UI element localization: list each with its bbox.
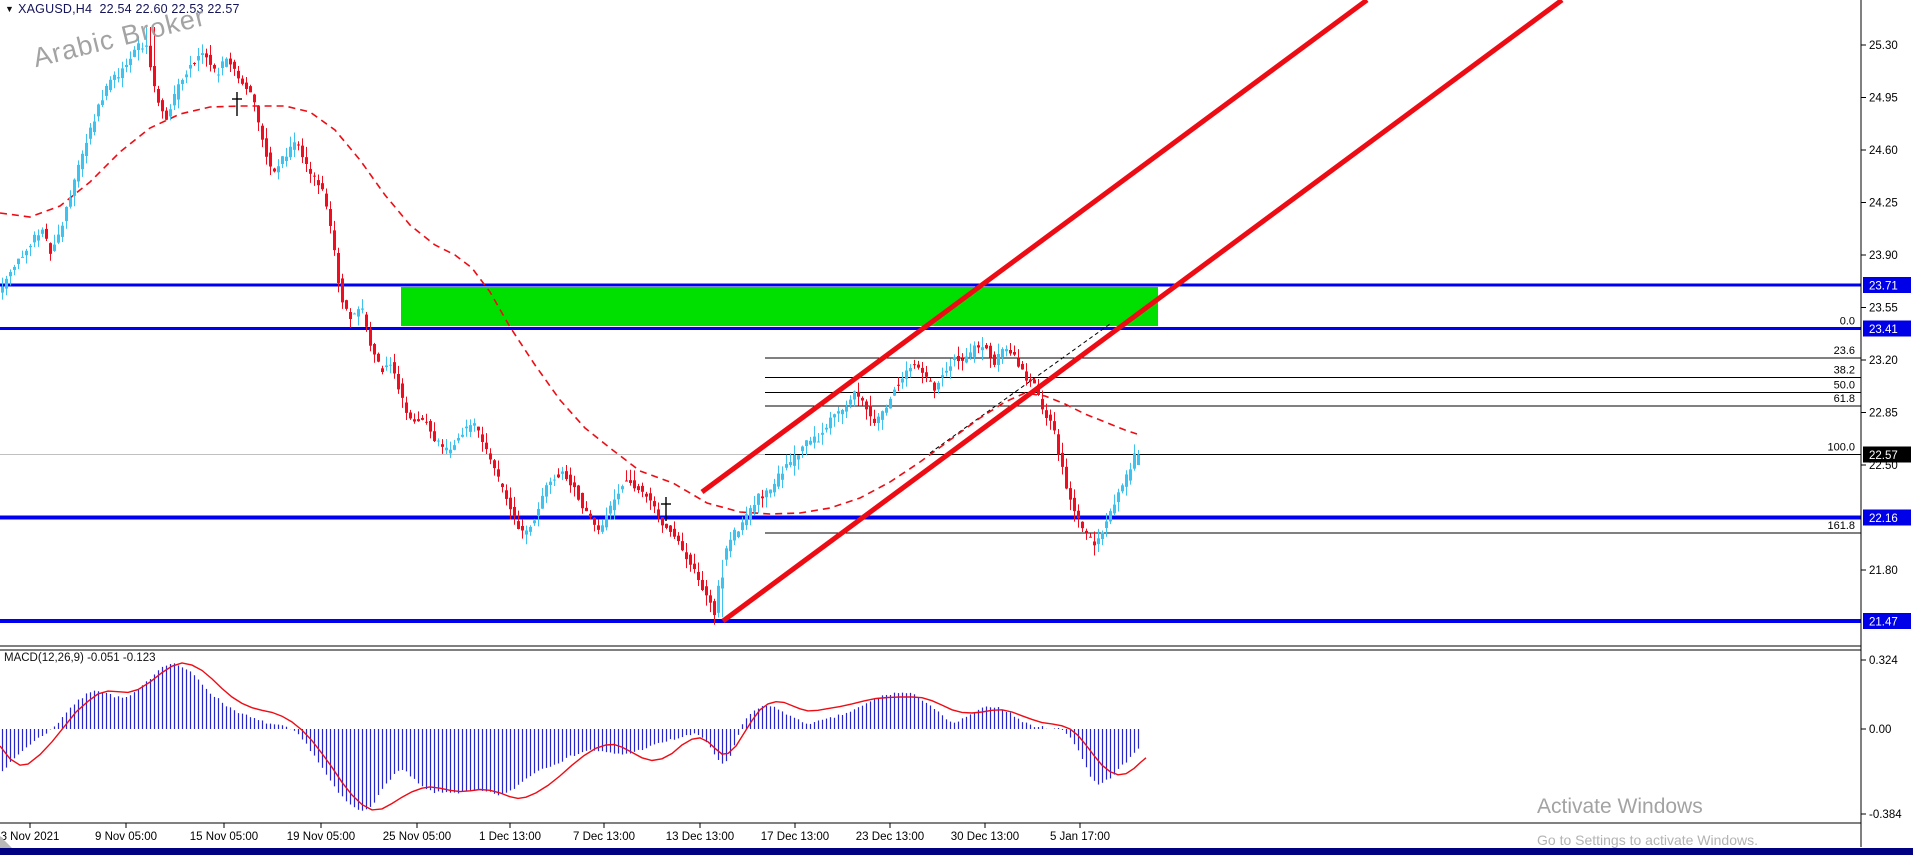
chevron-down-icon[interactable]: ▼	[5, 4, 15, 14]
bottom-bar	[0, 836, 1913, 855]
price-level-label-text: 23.71	[1869, 281, 1898, 293]
price-level-label-text: 22.57	[1869, 450, 1898, 462]
time-axis-label: 17 Dec 13:00	[761, 831, 829, 843]
activate-windows-watermark: Activate Windows	[1537, 795, 1703, 818]
fib-level-label: 23.6	[1834, 345, 1855, 357]
symbol-name: XAGUSD,H4	[18, 2, 93, 16]
cross-markers[interactable]	[232, 92, 671, 521]
panel-borders	[0, 0, 1862, 847]
price-axis-tick-label: 22.85	[1869, 408, 1898, 420]
fib-level-label: 161.8	[1827, 520, 1855, 532]
fib-level-label: 61.8	[1834, 393, 1855, 405]
price-axis-tick-label: 23.55	[1869, 303, 1898, 315]
macd-panel	[0, 662, 1147, 811]
fib-level-label: 0.0	[1840, 316, 1855, 328]
time-axis-label: 3 Nov 2021	[1, 831, 60, 843]
time-axis-label: 23 Dec 13:00	[856, 831, 924, 843]
time-axis-label: 13 Dec 13:00	[666, 831, 734, 843]
ascending-channel-lines[interactable]	[700, 0, 1564, 624]
price-axis[interactable]: 25.30 24.95 24.60 24.25 23.90 23.55 23.20 22.85…	[1861, 40, 1911, 629]
price-axis-tick-label: 24.95	[1869, 93, 1898, 105]
symbol-info-line[interactable]: ▼ XAGUSD,H4 22.54 22.60 22.53 22.57	[5, 2, 240, 16]
price-level-label-text: 22.16	[1869, 513, 1898, 525]
price-axis-tick-label: 23.90	[1869, 250, 1898, 262]
time-axis-label: 30 Dec 13:00	[951, 831, 1019, 843]
time-axis-label: 5 Jan 17:00	[1050, 831, 1110, 843]
price-axis-tick-label: 21.80	[1869, 565, 1898, 577]
macd-axis-tick-label: -0.384	[1869, 809, 1902, 821]
price-level-label-box	[1863, 277, 1911, 293]
time-axis-label: 7 Dec 13:00	[573, 831, 635, 843]
candles-layer	[1, 27, 1140, 625]
price-axis-tick-label: 24.25	[1869, 198, 1898, 210]
time-axis-label: 25 Nov 05:00	[383, 831, 451, 843]
time-axis-label: 15 Nov 05:00	[190, 831, 258, 843]
price-level-label-box	[1863, 613, 1911, 629]
macd-axis-tick-label: 0.324	[1869, 655, 1898, 667]
horizontal-level-lines[interactable]	[0, 283, 1861, 623]
price-level-label-box	[1863, 320, 1911, 337]
time-axis[interactable]: 3 Nov 2021 9 Nov 05:00 15 Nov 05:00 19 Nov …	[1, 823, 1110, 843]
price-level-label-text: 23.41	[1869, 324, 1898, 336]
price-axis-tick-label: 25.30	[1869, 40, 1898, 52]
time-axis-label: 9 Nov 05:00	[95, 831, 157, 843]
price-level-label-text: 21.47	[1869, 617, 1898, 629]
supply-zone-rect[interactable]	[401, 287, 1158, 326]
time-axis-label: 1 Dec 13:00	[479, 831, 541, 843]
macd-axis-tick-label: 0.00	[1869, 724, 1891, 736]
price-axis-tick-label: 23.20	[1869, 355, 1898, 367]
activate-windows-subtext: Go to Settings to activate Windows.	[1537, 832, 1758, 848]
moving-average-line	[0, 105, 1138, 515]
ohlc-quotes: 22.54 22.60 22.53 22.57	[99, 2, 240, 16]
fib-level-label: 100.0	[1827, 442, 1855, 454]
price-axis-tick-label: 24.60	[1869, 145, 1898, 157]
macd-indicator-label: MACD(12,26,9) -0.051 -0.123	[4, 652, 156, 664]
price-axis-tick-label: 22.50	[1869, 460, 1898, 472]
fib-level-label: 38.2	[1834, 365, 1855, 377]
time-axis-label: 19 Nov 05:00	[287, 831, 355, 843]
fibonacci-retracement[interactable]: 0.0 23.6 38.2 50.061.8 100.0 161.8	[765, 316, 1861, 534]
price-level-label-box	[1863, 509, 1911, 526]
resize-gripper-icon	[0, 836, 12, 848]
macd-signal-line	[0, 662, 1147, 811]
price-level-label-box	[1863, 446, 1911, 463]
dashed-trendline[interactable]	[929, 323, 1111, 454]
fib-level-label: 50.0	[1834, 380, 1855, 392]
macd-axis[interactable]: 0.324 0.00 -0.384	[1861, 655, 1902, 821]
